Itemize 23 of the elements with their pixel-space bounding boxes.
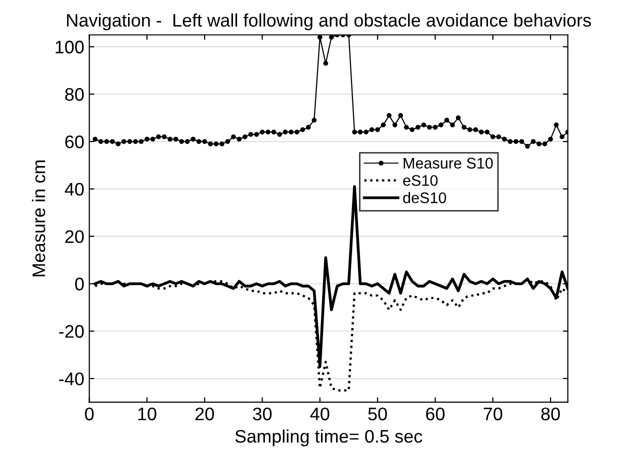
x-tick-label: 70 bbox=[484, 408, 502, 420]
x-tick-label: 50 bbox=[368, 408, 387, 420]
y-tick-label: 80 bbox=[65, 88, 84, 101]
y-tick-label: -20 bbox=[59, 325, 84, 338]
x-tick-label: 80 bbox=[541, 408, 560, 420]
y-tick-label: 40 bbox=[64, 182, 84, 196]
x-tick-label: 0 bbox=[85, 408, 94, 420]
x-axis-title: Sampling time= 0.5 sec bbox=[235, 429, 422, 446]
x-tick-label: 30 bbox=[252, 408, 272, 420]
legend-label: Measure S10 bbox=[404, 158, 493, 169]
x-tick-label: 10 bbox=[138, 408, 156, 420]
x-tick-label: 20 bbox=[195, 408, 214, 420]
x-tick-label: 40 bbox=[310, 408, 330, 420]
legend-label: deS10 bbox=[403, 192, 446, 204]
y-tick-label: 0 bbox=[75, 278, 84, 290]
x-tick-label: 60 bbox=[426, 408, 445, 420]
y-tick-label: -40 bbox=[59, 372, 84, 386]
y-axis-title: Measure in cm bbox=[32, 160, 46, 276]
y-tick-label: 20 bbox=[65, 230, 84, 244]
chart-title: Navigation - Left wall following and obstacle avoidance behaviors bbox=[67, 13, 591, 30]
y-tick-label: 100 bbox=[56, 40, 84, 54]
legend-label: eS10 bbox=[403, 175, 438, 186]
y-tick-label: 60 bbox=[65, 135, 84, 148]
